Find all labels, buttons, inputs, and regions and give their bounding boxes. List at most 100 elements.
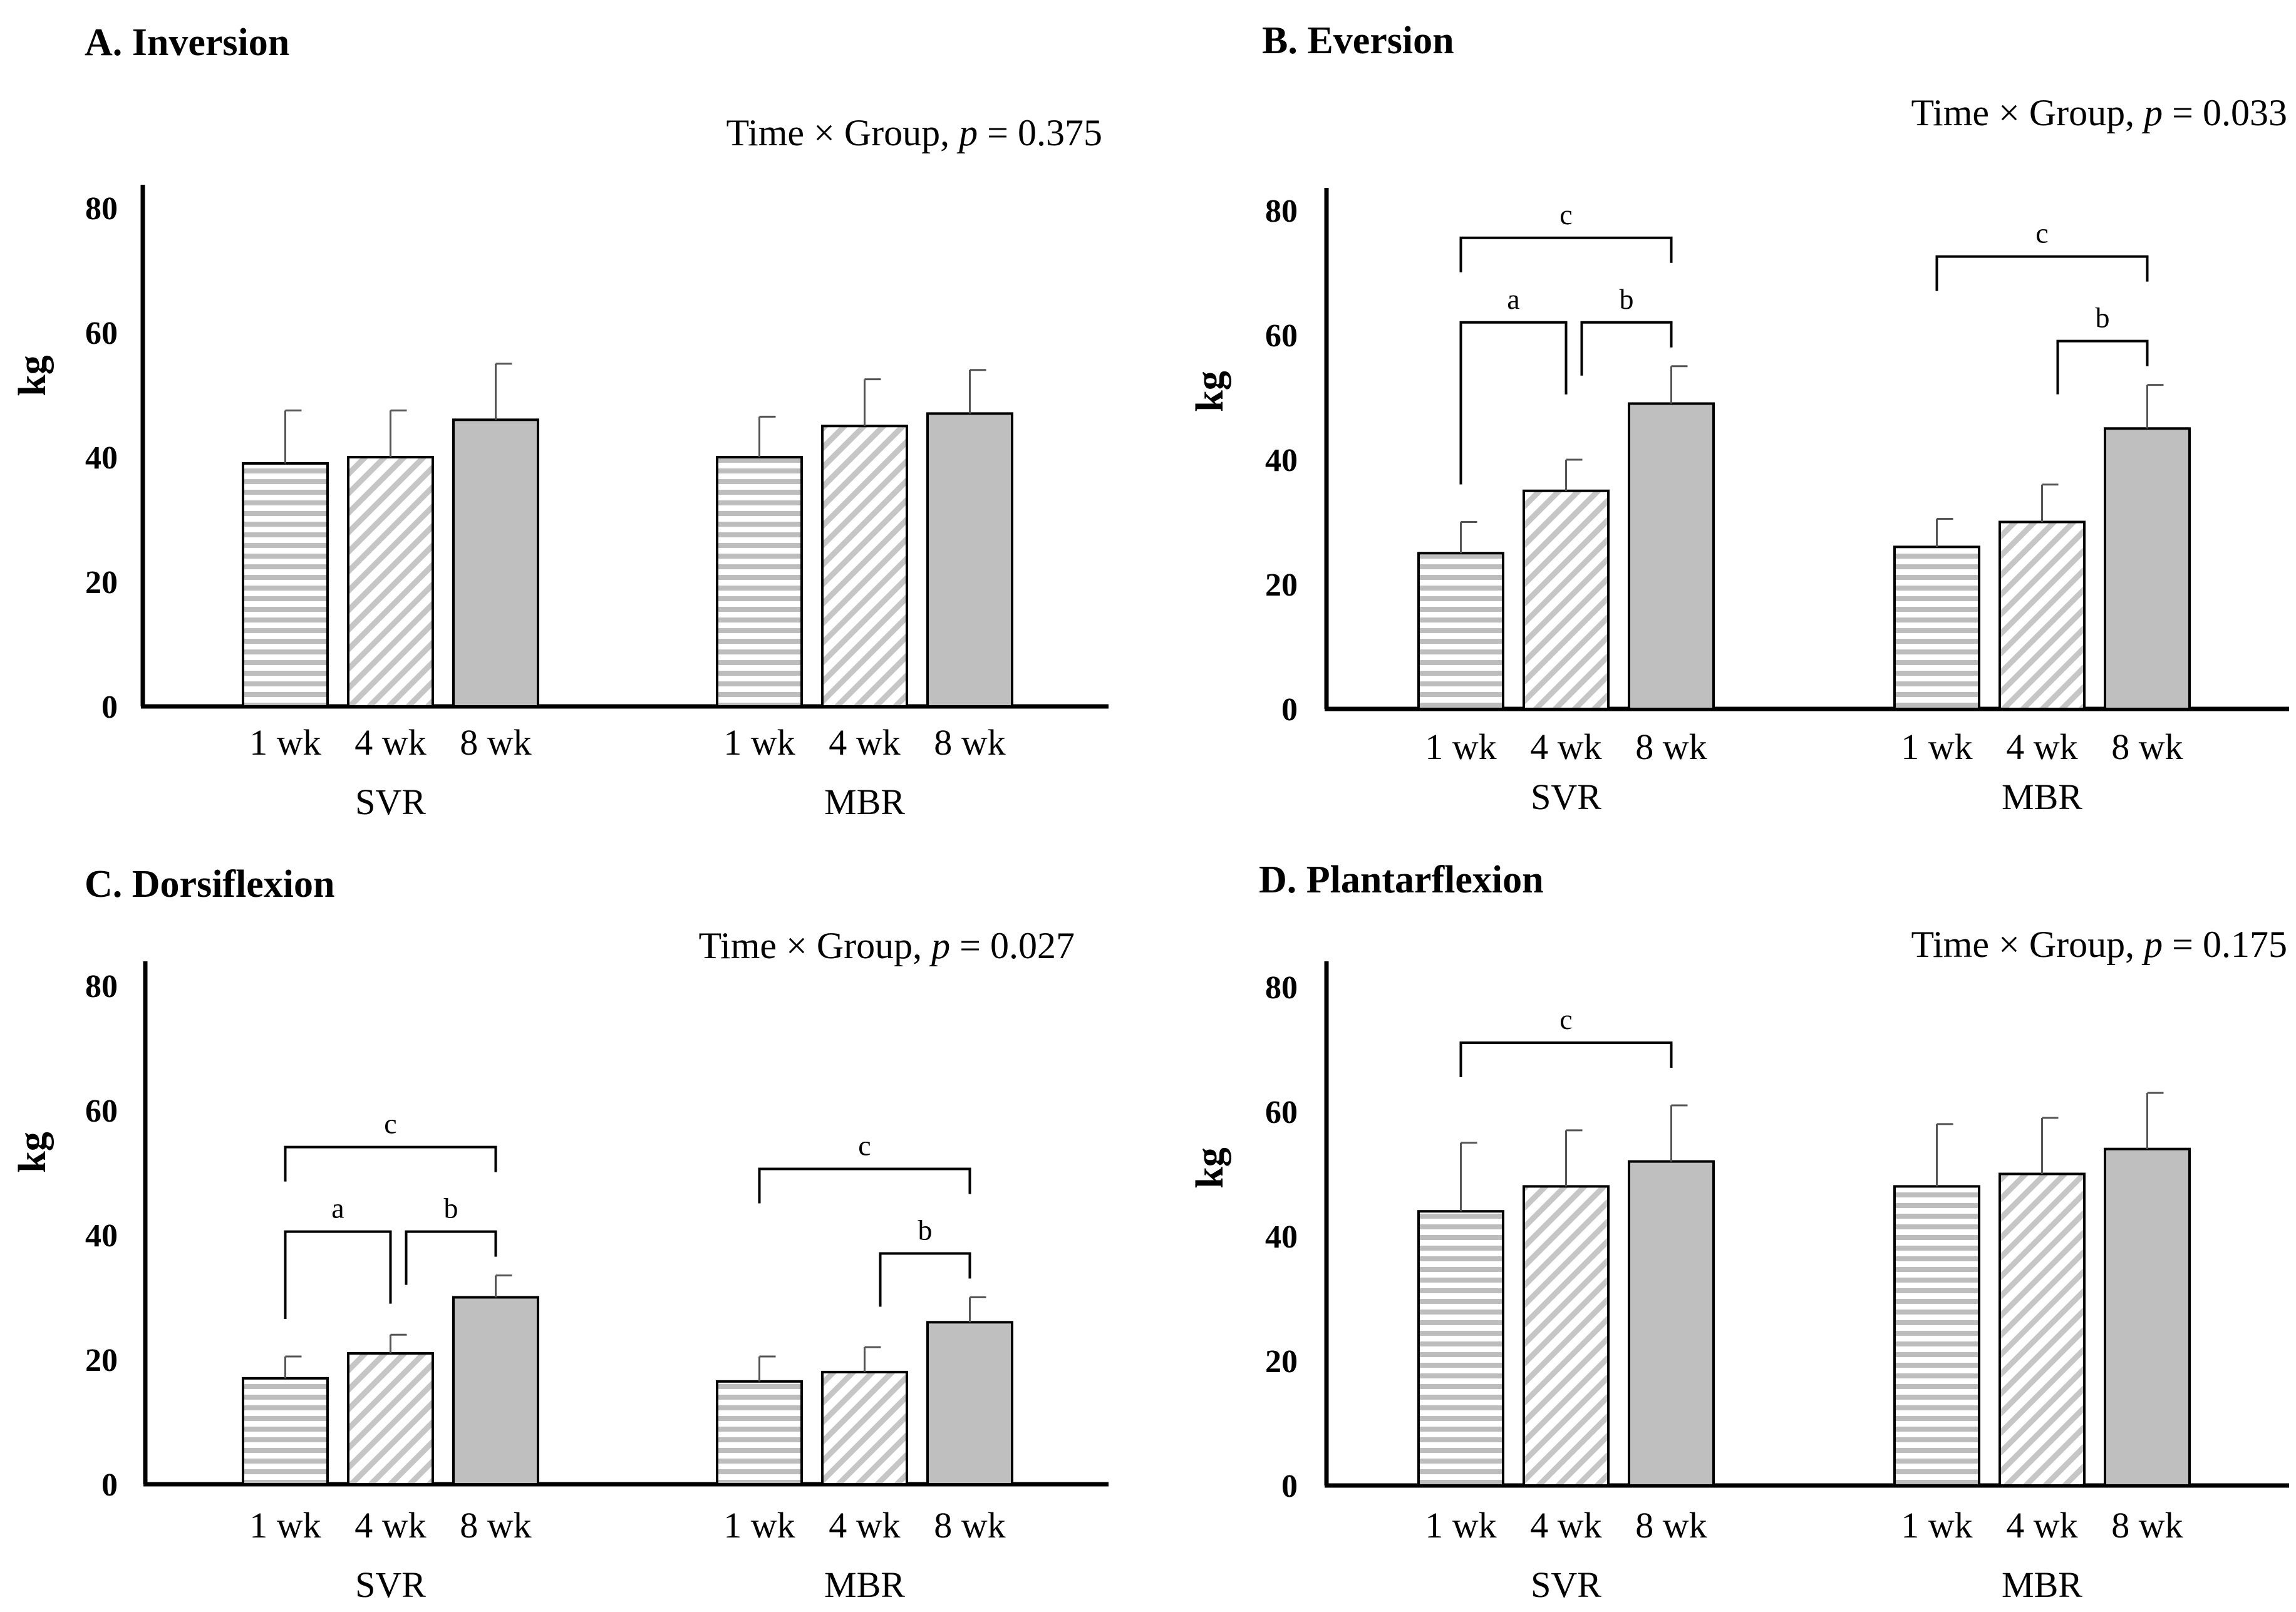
group-label: SVR [355,782,426,822]
bar [926,412,1013,708]
y-tick-label: 60 [85,1093,118,1129]
y-tick-label: 40 [85,1218,118,1254]
category-label: 8 wk [2111,726,2183,767]
bar [452,1296,539,1485]
bar [1999,1172,2086,1487]
interaction-stat: Time × Group, p = 0.033 [1911,92,2287,133]
group-label: SVR [1531,1564,1601,1605]
bar [1417,1210,1504,1487]
significance-label: c [1559,1003,1572,1035]
category-label: 4 wk [829,722,900,763]
y-axis-label: kg [11,355,54,396]
y-tick-label: 80 [85,191,118,227]
bar [242,462,329,708]
interaction-stat: Time × Group, p = 0.027 [698,925,1075,966]
category-label: 8 wk [460,722,531,763]
bar [821,425,908,708]
y-tick-label: 40 [85,440,118,476]
group-label: MBR [824,1564,905,1605]
y-tick-label: 0 [1281,1469,1298,1504]
chart-panel-b: B. Eversion Time × Group, p = 0.033 0 20 40 6… [1189,19,2289,817]
category-label: 8 wk [934,1505,1005,1546]
significance-bracket [1459,321,1568,485]
group-label: MBR [2002,1564,2082,1605]
chart-title: B. Eversion [1262,19,1454,62]
significance-bracket [1459,1041,1673,1078]
significance-bracket [1580,321,1673,376]
y-tick-label: 20 [1265,1344,1298,1380]
significance-bracket [1935,255,2149,291]
group-label: SVR [1531,777,1601,817]
y-axis-label: kg [11,1132,54,1172]
bar [1523,489,1610,710]
significance-bracket [2056,339,2149,395]
category-label: 1 wk [723,1505,795,1546]
interaction-stat: Time × Group, p = 0.175 [1911,924,2287,965]
bar [242,1377,329,1486]
category-label: 1 wk [249,1505,321,1546]
category-label: 8 wk [1635,726,1707,767]
category-label: 4 wk [2006,1505,2077,1546]
significance-label: b [2096,302,2110,334]
category-label: 4 wk [354,1505,426,1546]
bar [2104,1147,2191,1487]
y-tick-label: 80 [1265,970,1298,1006]
y-tick-label: 60 [1265,318,1298,354]
significance-label: c [384,1108,396,1140]
y-tick-label: 20 [85,565,118,601]
bar [1893,545,1980,710]
category-label: 8 wk [2111,1505,2183,1546]
significance-label: a [331,1192,344,1224]
bar [1628,1160,1715,1487]
significance-bracket [284,1145,497,1182]
bar [1999,520,2086,710]
significance-label: c [858,1130,871,1162]
category-label: 4 wk [354,722,426,763]
chart-title: D. Plantarflexion [1259,859,1544,901]
chart-title: C. Dorsiflexion [85,863,335,906]
category-label: 1 wk [1901,726,1972,767]
y-axis-label: kg [1189,1147,1231,1188]
significance-label: b [918,1214,933,1246]
category-label: 4 wk [1530,1505,1601,1546]
bar [821,1370,908,1485]
significance-bracket [284,1230,392,1320]
bar [1628,402,1715,710]
chart-panel-d: D. Plantarflexion Time × Group, p = 0.175… [1189,859,2289,1605]
y-tick-label: 80 [85,969,118,1005]
group-label: SVR [355,1564,426,1605]
significance-bracket [758,1167,971,1204]
category-label: 4 wk [2006,726,2077,767]
significance-bracket [879,1252,971,1307]
bar [1417,552,1504,710]
chart-title: A. Inversion [85,21,289,64]
y-tick-label: 0 [101,1467,118,1503]
y-tick-label: 40 [1265,443,1298,478]
y-tick-label: 60 [1265,1095,1298,1130]
significance-label: c [2035,217,2048,249]
significance-bracket [1459,236,1673,272]
chart-panel-c: C. Dorsiflexion Time × Group, p = 0.027 0 2… [11,863,1109,1605]
category-label: 1 wk [723,722,795,763]
y-axis-label: kg [1189,371,1231,411]
category-label: 8 wk [934,722,1005,763]
significance-label: b [444,1192,458,1224]
bar [1523,1185,1610,1487]
y-tick-label: 80 [1265,194,1298,229]
significance-bracket [405,1230,497,1285]
y-tick-label: 20 [1265,567,1298,603]
interaction-stat: Time × Group, p = 0.375 [726,112,1102,153]
bar [716,456,803,708]
category-label: 1 wk [1425,1505,1496,1546]
category-label: 8 wk [460,1505,531,1546]
category-label: 1 wk [1901,1505,1972,1546]
bar [1893,1185,1980,1487]
bar [926,1321,1013,1486]
category-label: 4 wk [829,1505,900,1546]
bar [347,1352,434,1486]
significance-label: a [1507,283,1519,315]
significance-label: b [1620,283,1634,315]
category-label: 1 wk [1425,726,1496,767]
bar [347,456,434,708]
